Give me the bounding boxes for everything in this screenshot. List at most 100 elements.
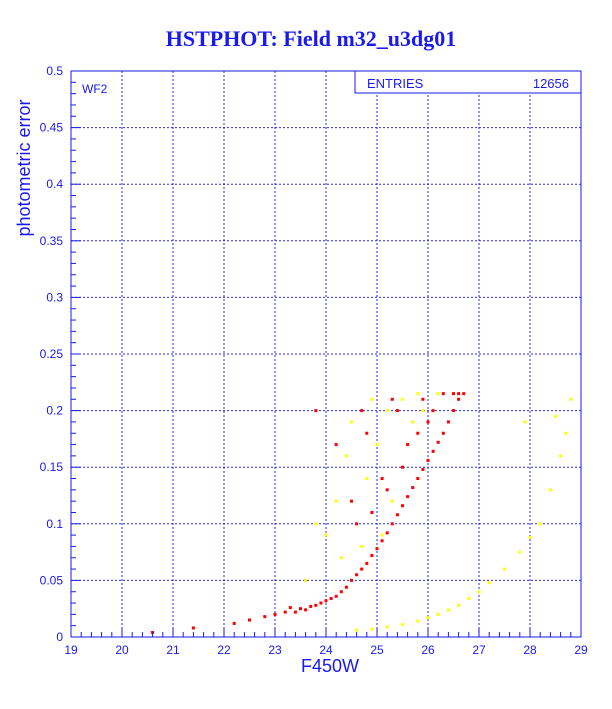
data-point bbox=[431, 449, 435, 453]
data-point bbox=[344, 454, 348, 458]
data-point bbox=[441, 392, 445, 396]
data-point bbox=[390, 397, 394, 401]
y-tick-label: 0.25 bbox=[40, 347, 64, 361]
data-point bbox=[452, 409, 455, 413]
data-point bbox=[421, 397, 425, 401]
chart-title: HSTPHOT: Field m32_u3dg01 bbox=[166, 26, 457, 51]
data-point bbox=[548, 488, 552, 492]
x-tick-label: 21 bbox=[166, 643, 180, 657]
data-point bbox=[385, 625, 389, 629]
y-tick-label: 0.5 bbox=[46, 64, 63, 78]
data-point bbox=[365, 561, 369, 565]
data-point bbox=[406, 443, 410, 447]
data-points bbox=[151, 392, 573, 634]
data-point bbox=[365, 431, 369, 435]
x-tick-label: 20 bbox=[115, 643, 129, 657]
stats-label: ENTRIES bbox=[367, 76, 424, 91]
data-point bbox=[462, 392, 466, 396]
data-point bbox=[304, 578, 308, 582]
data-point bbox=[380, 533, 384, 537]
data-point bbox=[559, 454, 563, 458]
data-point bbox=[564, 431, 568, 435]
data-point bbox=[314, 603, 318, 607]
data-point bbox=[411, 420, 415, 424]
x-tick-label: 23 bbox=[268, 643, 282, 657]
data-point bbox=[273, 612, 277, 616]
data-point bbox=[355, 573, 359, 577]
data-point bbox=[380, 477, 384, 481]
y-tick-label: 0.45 bbox=[40, 121, 64, 135]
data-point bbox=[401, 465, 404, 469]
data-point bbox=[334, 443, 338, 447]
data-point bbox=[446, 420, 450, 424]
data-point bbox=[426, 458, 430, 462]
data-point bbox=[324, 533, 328, 537]
data-point bbox=[416, 431, 420, 435]
data-point bbox=[385, 488, 389, 492]
data-point bbox=[339, 556, 343, 560]
data-point bbox=[350, 578, 353, 582]
data-point bbox=[263, 615, 267, 619]
data-point bbox=[452, 392, 455, 396]
x-tick-label: 27 bbox=[472, 643, 486, 657]
data-point bbox=[334, 594, 338, 598]
y-tick-label: 0.1 bbox=[46, 517, 63, 531]
x-tick-label: 26 bbox=[421, 643, 435, 657]
x-tick-label: 22 bbox=[217, 643, 231, 657]
data-point bbox=[309, 604, 313, 608]
data-point bbox=[370, 397, 374, 401]
data-point bbox=[232, 621, 236, 625]
data-point bbox=[436, 440, 440, 444]
data-point bbox=[329, 597, 333, 601]
stats-box-frame bbox=[354, 70, 582, 94]
x-axis-label: F450W bbox=[301, 656, 359, 676]
data-point bbox=[360, 409, 364, 413]
x-tick-label: 19 bbox=[64, 643, 78, 657]
y-tick-label: 0.15 bbox=[40, 460, 64, 474]
data-point bbox=[288, 606, 292, 610]
data-point bbox=[370, 553, 374, 557]
data-point bbox=[441, 431, 445, 435]
data-point bbox=[360, 567, 364, 571]
data-point bbox=[457, 397, 461, 401]
data-point bbox=[380, 539, 384, 543]
data-point bbox=[339, 590, 343, 594]
y-tick-label: 0.35 bbox=[40, 234, 64, 248]
data-point bbox=[528, 535, 532, 539]
data-point bbox=[416, 477, 420, 481]
data-point bbox=[554, 414, 557, 418]
data-point bbox=[395, 409, 399, 413]
data-point bbox=[299, 607, 302, 611]
data-point bbox=[436, 392, 440, 396]
data-point bbox=[421, 467, 425, 471]
data-point bbox=[518, 550, 522, 554]
data-point bbox=[457, 392, 461, 396]
data-point bbox=[314, 522, 318, 526]
data-point bbox=[191, 626, 195, 630]
y-axis-label: photometric error bbox=[14, 99, 34, 236]
data-point bbox=[355, 522, 359, 526]
data-point bbox=[319, 601, 323, 605]
x-tick-label: 25 bbox=[370, 643, 384, 657]
y-tick-label: 0.3 bbox=[46, 290, 63, 304]
data-point bbox=[360, 544, 364, 548]
data-point bbox=[314, 409, 318, 413]
x-tick-label: 29 bbox=[574, 643, 588, 657]
axis-ticks bbox=[70, 70, 582, 638]
data-point bbox=[385, 531, 389, 535]
data-point bbox=[304, 608, 308, 612]
data-point bbox=[401, 504, 404, 508]
y-tick-label: 0.4 bbox=[46, 177, 63, 191]
data-point bbox=[467, 597, 471, 601]
grid-lines bbox=[71, 71, 581, 637]
y-tick-label: 0.05 bbox=[40, 573, 64, 587]
data-point bbox=[401, 623, 404, 627]
data-point bbox=[390, 522, 394, 526]
data-point bbox=[375, 547, 379, 551]
data-point bbox=[248, 618, 251, 622]
data-point bbox=[487, 581, 491, 585]
data-point bbox=[421, 409, 425, 413]
data-point bbox=[370, 510, 374, 514]
y-tick-label: 0.2 bbox=[46, 404, 63, 418]
